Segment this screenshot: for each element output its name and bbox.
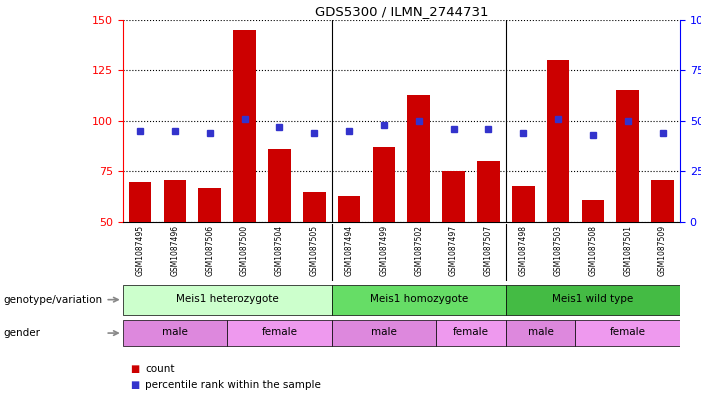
Text: GSM1087500: GSM1087500 bbox=[240, 225, 249, 276]
Bar bbox=[268, 149, 291, 222]
Bar bbox=[123, 320, 227, 346]
Bar bbox=[198, 187, 221, 222]
Bar bbox=[547, 60, 569, 222]
Bar bbox=[163, 180, 186, 222]
Bar bbox=[332, 285, 506, 315]
Bar bbox=[651, 180, 674, 222]
Bar bbox=[332, 320, 436, 346]
Text: count: count bbox=[145, 364, 175, 375]
Bar bbox=[123, 285, 332, 315]
Text: female: female bbox=[453, 327, 489, 338]
Bar bbox=[338, 196, 360, 222]
Text: GSM1087507: GSM1087507 bbox=[484, 225, 493, 276]
Bar bbox=[436, 320, 506, 346]
Text: GSM1087501: GSM1087501 bbox=[623, 225, 632, 276]
Text: GSM1087509: GSM1087509 bbox=[658, 225, 667, 276]
Text: GSM1087497: GSM1087497 bbox=[449, 225, 458, 276]
Text: GSM1087496: GSM1087496 bbox=[170, 225, 179, 276]
Bar bbox=[477, 161, 500, 222]
Text: ■: ■ bbox=[130, 380, 139, 390]
Text: GSM1087499: GSM1087499 bbox=[379, 225, 388, 276]
Title: GDS5300 / ILMN_2744731: GDS5300 / ILMN_2744731 bbox=[315, 6, 488, 18]
Text: GSM1087508: GSM1087508 bbox=[588, 225, 597, 276]
Bar bbox=[407, 95, 430, 222]
Bar bbox=[616, 90, 639, 222]
Bar bbox=[506, 320, 576, 346]
Text: genotype/variation: genotype/variation bbox=[4, 295, 102, 305]
Text: Meis1 homozygote: Meis1 homozygote bbox=[369, 294, 468, 304]
Bar bbox=[129, 182, 151, 222]
Text: gender: gender bbox=[4, 328, 41, 338]
Bar bbox=[506, 285, 680, 315]
Text: male: male bbox=[371, 327, 397, 338]
Text: Meis1 wild type: Meis1 wild type bbox=[552, 294, 634, 304]
Text: GSM1087504: GSM1087504 bbox=[275, 225, 284, 276]
Text: GSM1087506: GSM1087506 bbox=[205, 225, 215, 276]
Text: GSM1087502: GSM1087502 bbox=[414, 225, 423, 276]
Text: male: male bbox=[528, 327, 554, 338]
Bar bbox=[512, 185, 535, 222]
Text: ■: ■ bbox=[130, 364, 139, 375]
Text: female: female bbox=[610, 327, 646, 338]
Bar bbox=[576, 320, 680, 346]
Text: GSM1087503: GSM1087503 bbox=[554, 225, 563, 276]
Text: GSM1087498: GSM1087498 bbox=[519, 225, 528, 276]
Bar bbox=[442, 171, 465, 222]
Bar bbox=[227, 320, 332, 346]
Bar bbox=[373, 147, 395, 222]
Text: Meis1 heterozygote: Meis1 heterozygote bbox=[176, 294, 278, 304]
Bar bbox=[582, 200, 604, 222]
Text: GSM1087495: GSM1087495 bbox=[135, 225, 144, 276]
Text: percentile rank within the sample: percentile rank within the sample bbox=[145, 380, 321, 390]
Text: female: female bbox=[261, 327, 297, 338]
Text: GSM1087494: GSM1087494 bbox=[345, 225, 353, 276]
Text: male: male bbox=[162, 327, 188, 338]
Bar bbox=[233, 30, 256, 222]
Text: GSM1087505: GSM1087505 bbox=[310, 225, 319, 276]
Bar bbox=[303, 192, 325, 222]
